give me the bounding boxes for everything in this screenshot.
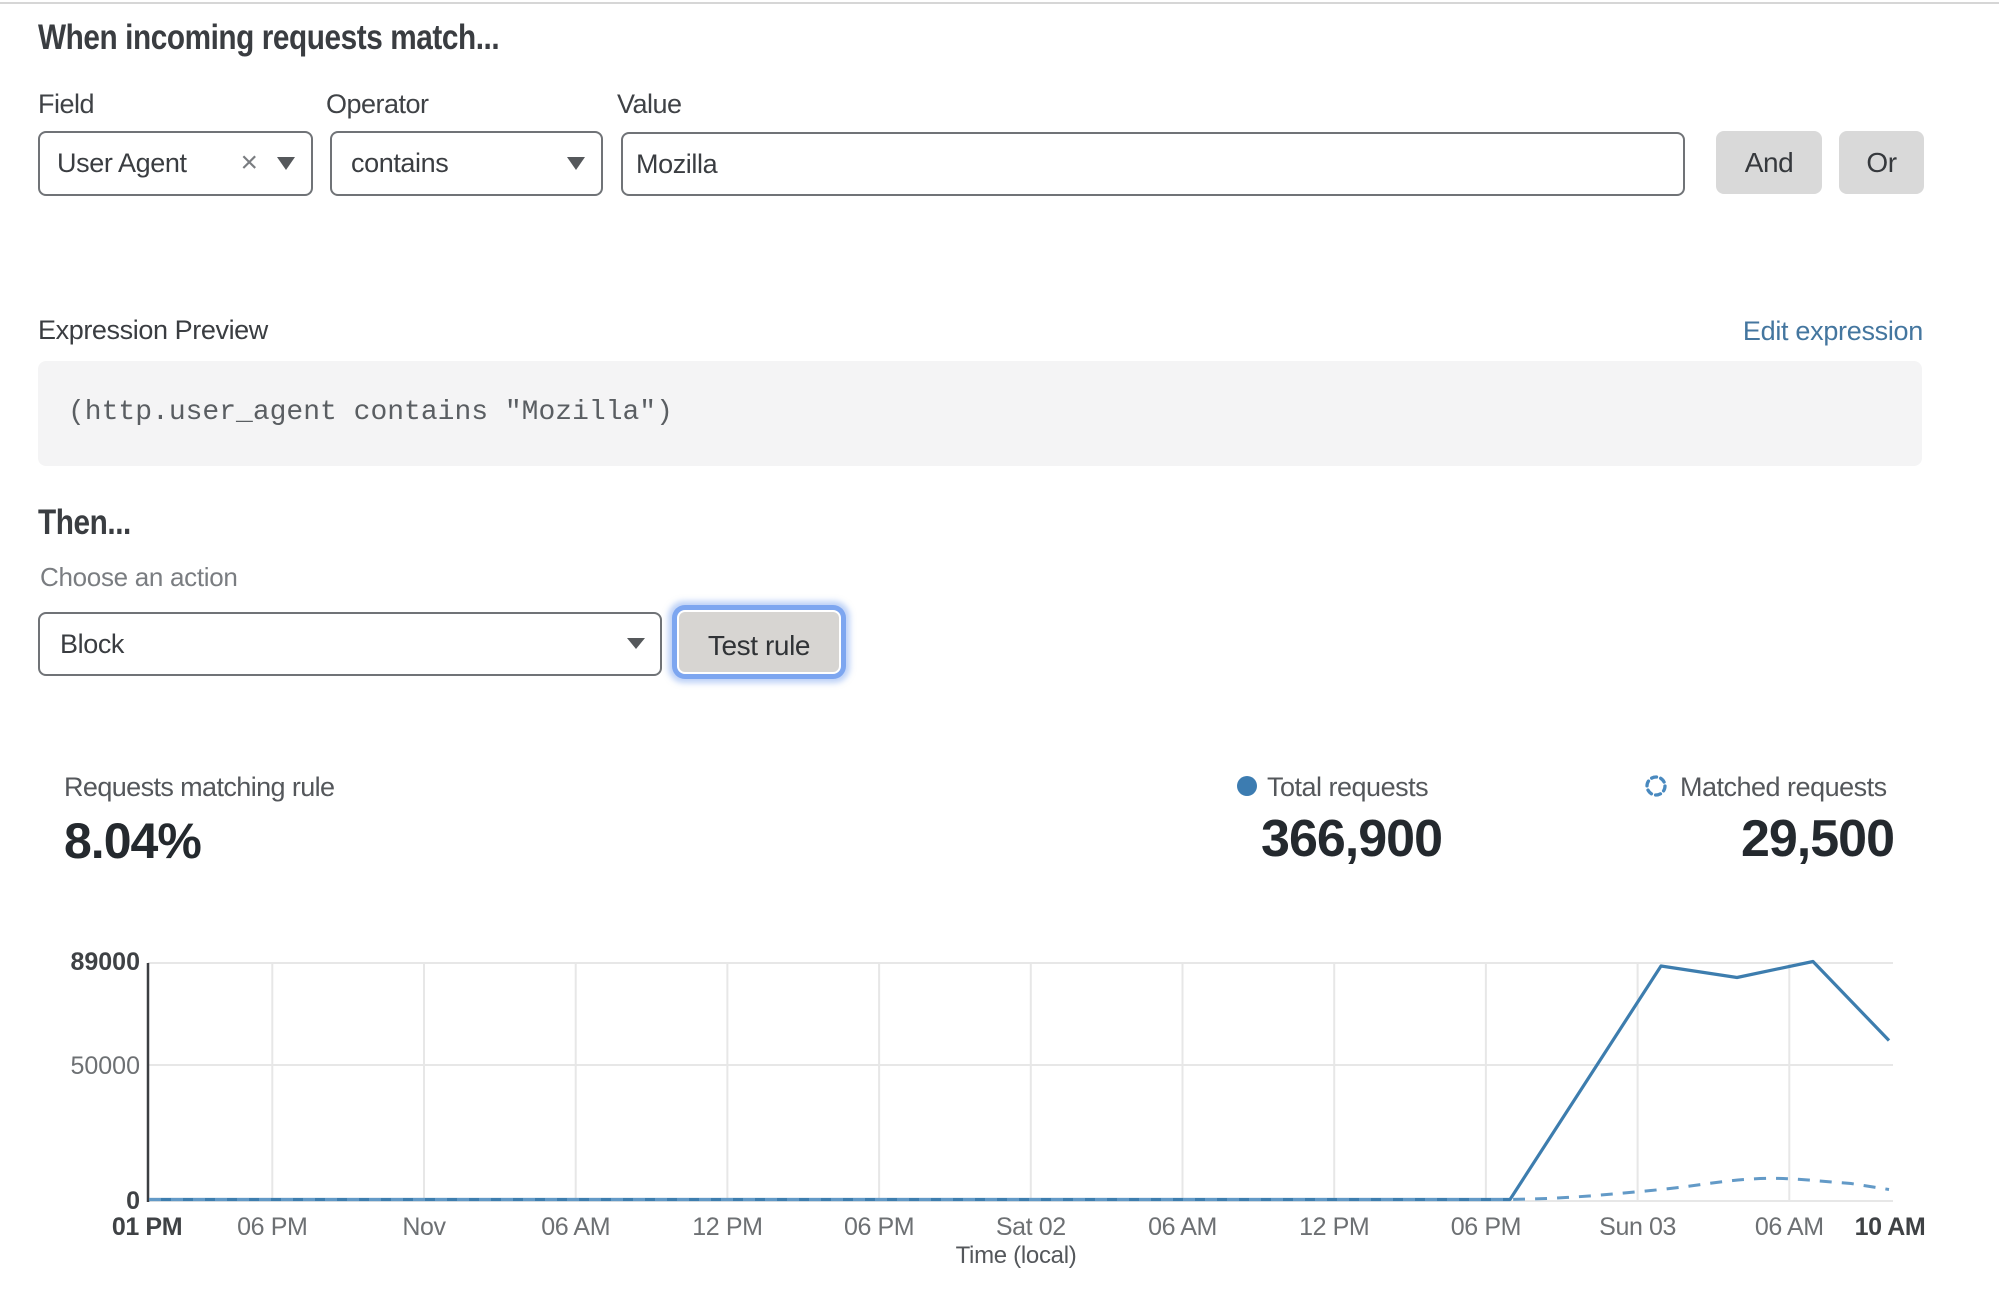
svg-text:06 PM: 06 PM bbox=[844, 1213, 914, 1241]
svg-text:Sat 02: Sat 02 bbox=[996, 1213, 1066, 1241]
svg-text:Sun 03: Sun 03 bbox=[1599, 1213, 1676, 1241]
svg-text:06 PM: 06 PM bbox=[237, 1213, 307, 1241]
svg-text:10 AM: 10 AM bbox=[1855, 1213, 1926, 1241]
svg-text:89000: 89000 bbox=[70, 948, 140, 976]
svg-text:06 AM: 06 AM bbox=[1755, 1213, 1824, 1241]
svg-text:12 PM: 12 PM bbox=[692, 1213, 762, 1241]
svg-text:06 PM: 06 PM bbox=[1451, 1213, 1521, 1241]
svg-text:50000: 50000 bbox=[70, 1052, 140, 1080]
svg-text:0: 0 bbox=[126, 1187, 140, 1215]
svg-text:01 PM: 01 PM bbox=[112, 1213, 182, 1241]
svg-text:12 PM: 12 PM bbox=[1299, 1213, 1369, 1241]
svg-text:06 AM: 06 AM bbox=[541, 1213, 610, 1241]
svg-text:Nov: Nov bbox=[402, 1213, 446, 1241]
svg-text:Time (local): Time (local) bbox=[956, 1242, 1077, 1269]
svg-text:06 AM: 06 AM bbox=[1148, 1213, 1217, 1241]
